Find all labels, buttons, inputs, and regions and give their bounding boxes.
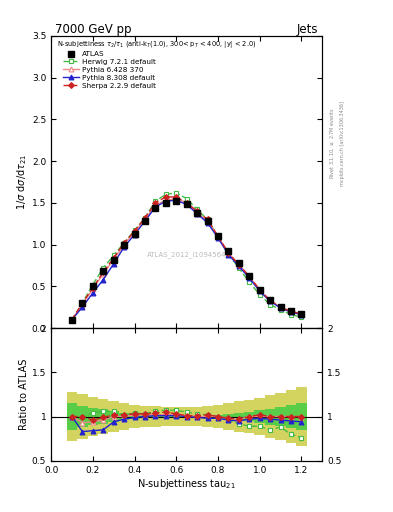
Text: Rivet 3.1.10, $\geq$ 2.7M events: Rivet 3.1.10, $\geq$ 2.7M events [328,108,336,179]
Text: 7000 GeV pp: 7000 GeV pp [55,23,132,36]
X-axis label: N-subjettiness tau$_{21}$: N-subjettiness tau$_{21}$ [137,477,236,492]
Y-axis label: 1/$\sigma$ d$\sigma$/d$\tau_{21}$: 1/$\sigma$ d$\sigma$/d$\tau_{21}$ [15,154,29,210]
Text: N-subjettiness $\tau_2/\tau_1$ (anti-k$_T$(1.0), 300< p$_T$ < 400, |y| < 2.0): N-subjettiness $\tau_2/\tau_1$ (anti-k$_… [57,39,256,50]
Text: ATLAS_2012_I1094564: ATLAS_2012_I1094564 [147,251,226,259]
Text: Jets: Jets [297,23,318,36]
Y-axis label: Ratio to ATLAS: Ratio to ATLAS [19,359,29,430]
Text: mcplots.cern.ch [arXiv:1306.3436]: mcplots.cern.ch [arXiv:1306.3436] [340,101,345,186]
Legend: ATLAS, Herwig 7.2.1 default, Pythia 6.428 370, Pythia 8.308 default, Sherpa 2.2.: ATLAS, Herwig 7.2.1 default, Pythia 6.42… [60,48,159,92]
